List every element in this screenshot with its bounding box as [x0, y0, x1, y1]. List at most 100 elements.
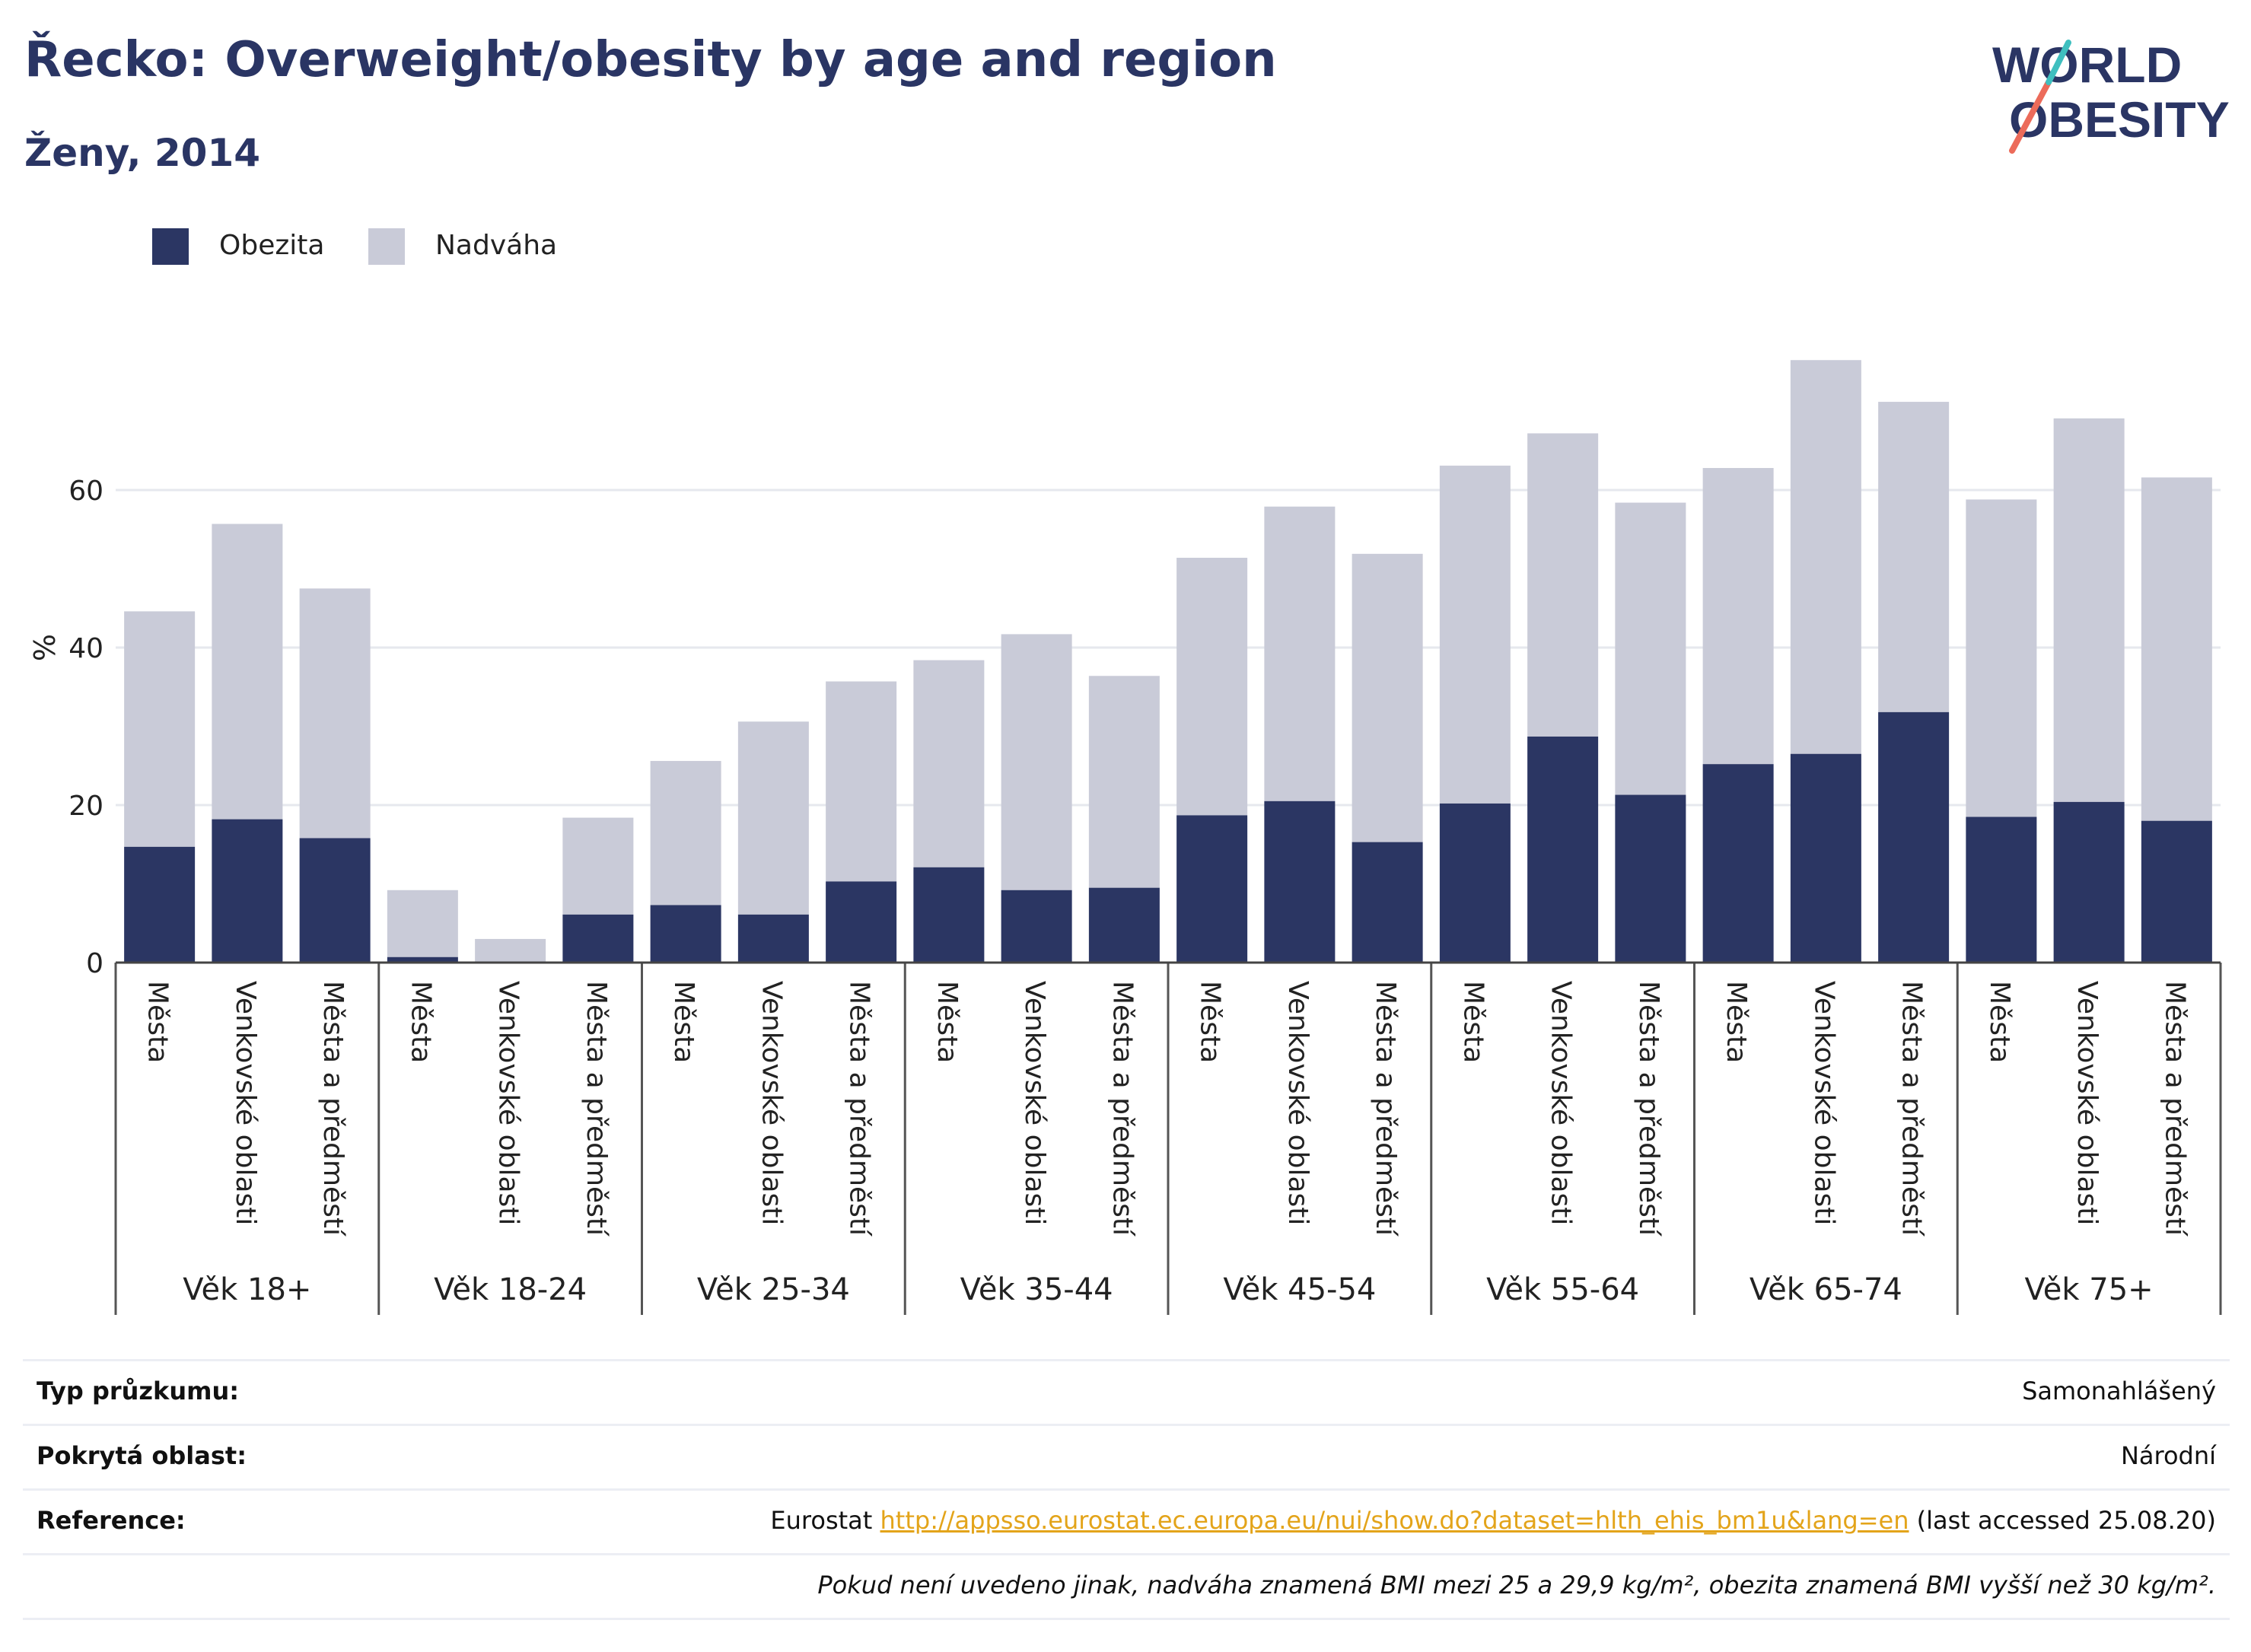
bar-overweight: [1352, 553, 1423, 842]
legend-swatch-overweight: [368, 228, 405, 265]
stacked-bar-chart: 0 20 40 60% Města Venkovské oblasti Města a př…: [28, 360, 2222, 1315]
x-tick-label: Města a předměstí: [844, 981, 875, 1237]
bar-obesity: [299, 838, 371, 963]
x-tick-label: Města: [1984, 981, 2015, 1063]
bar-obesity: [1878, 711, 1950, 963]
y-tick-label: 40: [68, 633, 103, 664]
bar-obesity: [212, 819, 283, 963]
legend-label-obesity: Obezita: [219, 230, 325, 261]
bar-overweight: [2141, 477, 2212, 821]
bar-overweight: [299, 588, 371, 839]
x-tick-label: Města: [142, 981, 174, 1063]
meta-key: Pokrytá oblast:: [37, 1441, 247, 1470]
group-label: Věk 65-74: [1750, 1272, 1902, 1307]
reference-link[interactable]: http://appsso.eurostat.ec.europa.eu/nui/…: [880, 1506, 1909, 1535]
x-tick-label: Města a předměstí: [1896, 981, 1928, 1237]
bar-overweight: [2053, 418, 2125, 802]
logo-line2: OBESITY: [2009, 91, 2230, 148]
bar-overweight: [1001, 634, 1072, 890]
x-tick-label: Venkovské oblasti: [493, 981, 524, 1225]
bar-obesity: [562, 914, 634, 963]
bar-obesity: [2053, 801, 2125, 963]
bar-obesity: [826, 881, 897, 963]
bar-obesity: [1088, 887, 1160, 963]
y-tick-label: 20: [68, 791, 103, 822]
meta-value: Eurostat http://appsso.eurostat.ec.europ…: [770, 1506, 2216, 1535]
bar-overweight: [1176, 558, 1248, 816]
bar-obesity: [650, 905, 721, 963]
bar-obesity: [124, 846, 196, 963]
y-tick-label: 0: [86, 948, 103, 979]
bar-overweight: [1088, 676, 1160, 888]
bar-overweight: [826, 681, 897, 882]
bar-overweight: [1439, 465, 1511, 804]
bar-obesity: [1527, 736, 1599, 963]
bar-overweight: [1527, 433, 1599, 737]
y-tick-label: 60: [68, 476, 103, 507]
group-label: Věk 75+: [2025, 1272, 2154, 1307]
meta-value: Samonahlášený: [2022, 1377, 2216, 1405]
x-tick-label: Města a předměstí: [2159, 981, 2190, 1237]
x-tick-label: Města a předměstí: [317, 981, 349, 1237]
x-tick-label: Venkovské oblasti: [1546, 981, 1577, 1225]
bar-obesity: [1001, 890, 1072, 963]
meta-row-reference: Reference: Eurostat http://appsso.eurost…: [23, 1488, 2230, 1553]
group-label: Věk 35-44: [960, 1272, 1113, 1307]
bar-overweight: [913, 660, 985, 867]
bar-overweight: [1702, 468, 1774, 765]
x-tick-label: Města: [1195, 981, 1226, 1063]
meta-key: Typ průzkumu:: [37, 1377, 240, 1405]
bar-obesity: [1790, 753, 1861, 963]
bar-obesity: [1352, 842, 1423, 963]
x-tick-label: Venkovské oblasti: [230, 981, 261, 1225]
bar-obesity: [737, 914, 809, 963]
x-tick-label: Města a předměstí: [1370, 981, 1401, 1237]
definition-note: Pokud není uvedeno jinak, nadváha znamen…: [817, 1571, 2216, 1599]
legend-label-overweight: Nadváha: [435, 230, 558, 261]
y-axis-label: %: [28, 634, 62, 661]
x-tick-label: Města: [931, 981, 963, 1063]
x-tick-label: Města a předměstí: [1106, 981, 1138, 1237]
meta-row-note: Pokud není uvedeno jinak, nadváha znamen…: [23, 1553, 2230, 1620]
x-tick-label: Města: [1457, 981, 1488, 1063]
bar-overweight: [562, 817, 634, 915]
x-tick-label: Venkovské oblasti: [756, 981, 787, 1225]
bar-overweight: [475, 938, 546, 963]
meta-value: Národní: [2120, 1441, 2216, 1470]
legend-swatch-obesity: [152, 228, 189, 265]
chart-subtitle: Ženy, 2014: [24, 131, 261, 175]
group-label: Věk 18-24: [434, 1272, 587, 1307]
chart-title: Řecko: Overweight/obesity by age and reg…: [24, 32, 1277, 88]
logo-line1: WORLD: [1992, 37, 2182, 93]
logo-slash-red: [2009, 79, 2052, 154]
bar-obesity: [1702, 764, 1774, 963]
bar-overweight: [212, 524, 283, 820]
x-tick-label: Venkovské oblasti: [1808, 981, 1839, 1225]
bar-obesity: [1966, 816, 2037, 963]
bar-overweight: [1790, 360, 1861, 754]
bar-overweight: [1878, 402, 1950, 712]
x-tick-label: Města: [668, 981, 699, 1063]
x-tick-label: Města a předměstí: [1633, 981, 1664, 1237]
bar-obesity: [387, 957, 458, 963]
x-tick-label: Města a předměstí: [581, 981, 612, 1237]
bar-overweight: [1966, 499, 2037, 817]
metadata-table: Typ průzkumu: Samonahlášený Pokrytá obla…: [23, 1359, 2230, 1620]
bar-obesity: [2141, 820, 2212, 963]
bar-obesity: [913, 867, 985, 963]
bar-overweight: [387, 890, 458, 957]
world-obesity-logo: WORLD OBESITY: [1992, 37, 2230, 154]
meta-row-survey-type: Typ průzkumu: Samonahlášený: [23, 1359, 2230, 1424]
x-tick-label: Města: [1721, 981, 1752, 1063]
bar-overweight: [650, 761, 721, 906]
x-tick-label: Venkovské oblasti: [2071, 981, 2103, 1225]
bar-overweight: [737, 721, 809, 915]
bar-overweight: [1264, 506, 1336, 801]
meta-key: Reference:: [37, 1506, 186, 1535]
meta-row-area-covered: Pokrytá oblast: Národní: [23, 1424, 2230, 1488]
x-tick-label: Venkovské oblasti: [1019, 981, 1050, 1225]
group-label: Věk 45-54: [1223, 1272, 1376, 1307]
x-tick-label: Města: [405, 981, 436, 1063]
bar-overweight: [1615, 502, 1686, 795]
bar-obesity: [1615, 794, 1686, 963]
